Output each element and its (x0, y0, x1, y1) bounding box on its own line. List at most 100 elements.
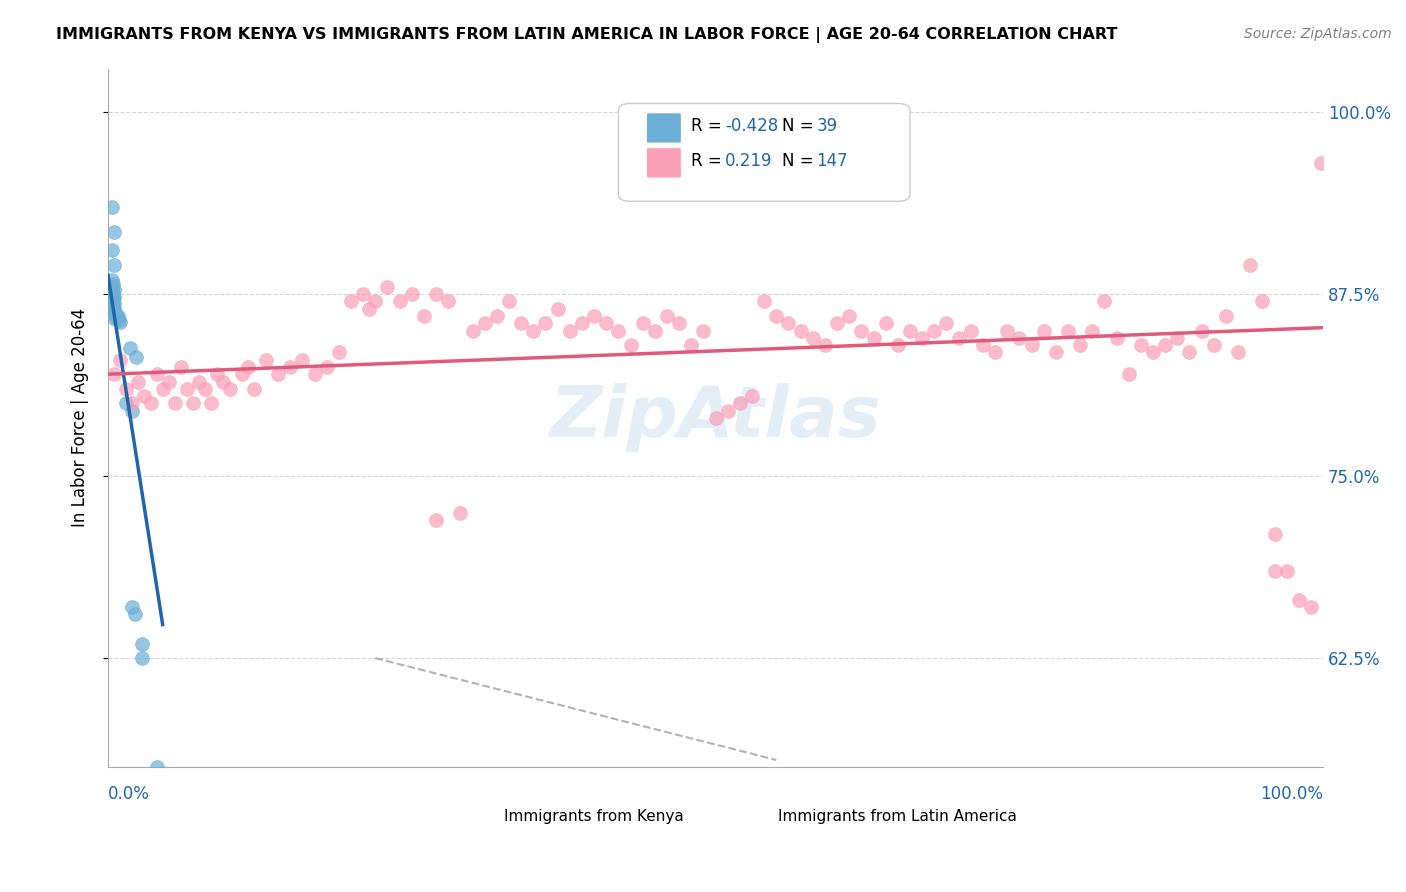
Point (125, 350, 148, 364)
Point (461, 324, 484, 338)
Point (425, 287, 447, 301)
Point (212, 375, 235, 389)
FancyBboxPatch shape (647, 147, 682, 178)
Point (1288, 592, 1310, 607)
Point (619, 338, 641, 352)
Point (200, 396, 222, 410)
Point (103, 368, 125, 382)
Text: Immigrants from Latin America: Immigrants from Latin America (779, 809, 1018, 824)
Point (163, 396, 186, 410)
Text: R =: R = (692, 153, 727, 170)
Text: ZipAtlas: ZipAtlas (550, 384, 882, 452)
Point (105, 310, 128, 325)
Point (984, 345, 1007, 359)
Point (1154, 338, 1177, 352)
Point (1032, 324, 1054, 338)
Point (875, 316, 897, 330)
Point (315, 359, 337, 374)
Point (1081, 324, 1104, 338)
Point (359, 301, 381, 316)
Point (1057, 324, 1080, 338)
Point (131, 651, 153, 665)
Point (583, 309, 606, 323)
Point (377, 280, 399, 294)
Point (644, 324, 666, 338)
Point (510, 316, 533, 330)
Point (152, 382, 174, 396)
Point (1275, 564, 1298, 578)
Text: IMMIGRANTS FROM KENYA VS IMMIGRANTS FROM LATIN AMERICA IN LABOR FORCE | AGE 20-6: IMMIGRANTS FROM KENYA VS IMMIGRANTS FROM… (56, 27, 1118, 43)
Point (1178, 345, 1201, 359)
Point (655, 309, 678, 323)
Point (291, 352, 314, 367)
Point (101, 293, 124, 307)
Point (485, 309, 508, 323)
Point (522, 324, 544, 338)
Point (1129, 338, 1152, 352)
Point (103, 283, 125, 297)
Point (100, 300, 122, 314)
Point (364, 294, 387, 309)
Point (267, 368, 290, 382)
Text: 39: 39 (817, 117, 838, 135)
Point (145, 368, 167, 382)
Point (236, 359, 259, 374)
Text: -0.428: -0.428 (725, 117, 779, 135)
Point (1263, 527, 1285, 541)
Point (115, 382, 138, 396)
Text: 0.0%: 0.0% (108, 785, 150, 803)
Point (100, 272, 122, 286)
Point (558, 324, 581, 338)
Point (887, 338, 910, 352)
Point (935, 316, 957, 330)
Point (1299, 600, 1322, 615)
Point (1251, 294, 1274, 309)
FancyBboxPatch shape (619, 103, 910, 202)
Point (924, 324, 946, 338)
Point (1142, 345, 1164, 359)
Point (704, 410, 727, 425)
Point (1263, 564, 1285, 578)
Point (754, 294, 776, 309)
Point (607, 324, 630, 338)
Point (103, 290, 125, 304)
Point (692, 324, 714, 338)
Point (1202, 338, 1225, 352)
Point (127, 375, 149, 389)
Point (825, 316, 848, 330)
Point (801, 331, 824, 345)
Point (1105, 331, 1128, 345)
Point (898, 324, 921, 338)
Point (449, 506, 471, 520)
Point (121, 403, 143, 417)
Point (157, 375, 180, 389)
Point (231, 368, 253, 382)
Text: R =: R = (692, 117, 727, 135)
Point (474, 316, 496, 330)
Text: N =: N = (782, 117, 820, 135)
Point (101, 277, 124, 291)
Point (103, 301, 125, 316)
Point (1309, 156, 1331, 170)
Point (101, 280, 124, 294)
Point (959, 324, 981, 338)
Text: Source: ZipAtlas.com: Source: ZipAtlas.com (1244, 27, 1392, 41)
Point (101, 285, 124, 300)
Text: Immigrants from Kenya: Immigrants from Kenya (505, 809, 683, 824)
Point (100, 283, 122, 297)
Point (425, 513, 447, 527)
Point (681, 338, 703, 352)
Point (789, 324, 811, 338)
Point (304, 368, 326, 382)
Point (121, 600, 143, 615)
Point (145, 760, 167, 774)
Point (498, 294, 520, 309)
Point (1045, 345, 1067, 359)
Point (668, 316, 690, 330)
Point (1118, 368, 1140, 382)
Point (1092, 294, 1115, 309)
Point (862, 331, 884, 345)
Point (100, 200, 122, 214)
Point (100, 244, 122, 258)
Point (176, 382, 198, 396)
